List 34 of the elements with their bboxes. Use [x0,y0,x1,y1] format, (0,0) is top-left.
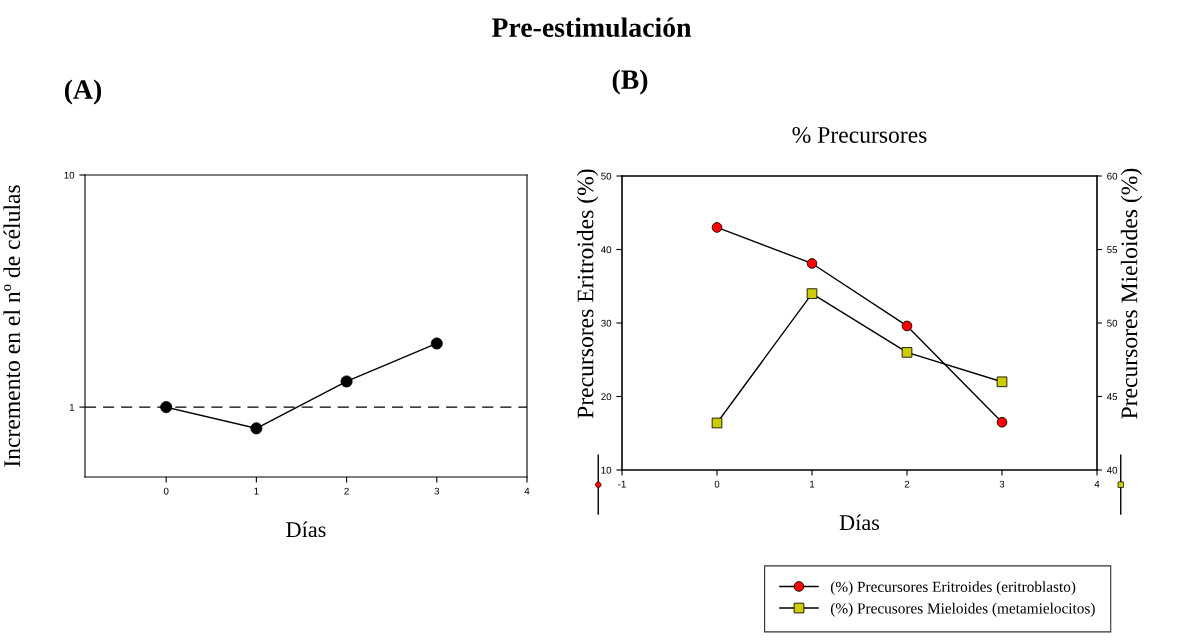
x-axis-title: Días [286,521,326,538]
y2-tick-label: 40 [1106,466,1118,474]
y-tick-label: 10 [64,171,75,179]
x-tick-label: 1 [254,487,259,495]
legend-label: (%) Precusores Mieloides (metamielocitos) [830,602,1095,617]
x-tick-label: 0 [714,480,720,488]
x-tick-label: 2 [904,480,910,488]
y-tick-label: 40 [600,246,612,254]
legend-label: (%) Precursores Eritroides (eritroblasto) [830,581,1076,596]
x-tick-label: 3 [999,480,1005,488]
text: (A) [64,79,102,105]
x-tick-label: 4 [524,487,530,495]
y2-tick-label: 45 [1106,393,1118,401]
y2-axis-title: Precursores Mieloides (%) [1120,168,1143,419]
y2-tick-label: 55 [1107,246,1118,254]
y-tick-label: 50 [601,172,612,180]
x-axis-title: Días [839,514,880,531]
x-tick-label: -1 [618,480,626,488]
x-tick-label: 4 [1094,480,1100,488]
y-axis-title: Precursores Eritroides (%) [576,169,599,419]
text: Pre-estimulación [491,17,692,38]
y-axis-title: Incremento en el nº de células [3,185,21,467]
text: (B) [612,69,648,95]
point [711,417,723,429]
y2-tick-label: 50 [1107,319,1118,327]
y2-tick-label: 60 [1107,172,1118,180]
x-tick-label: 3 [434,487,440,495]
x-tick-label: 1 [810,480,815,488]
y-tick-label: 20 [601,393,612,401]
y-tick-label: 30 [601,319,612,327]
chart-title: % Precursores [792,126,927,143]
y-tick-label: 10 [601,466,612,474]
x-tick-label: 0 [163,487,169,495]
x-tick-label: 2 [344,487,349,495]
